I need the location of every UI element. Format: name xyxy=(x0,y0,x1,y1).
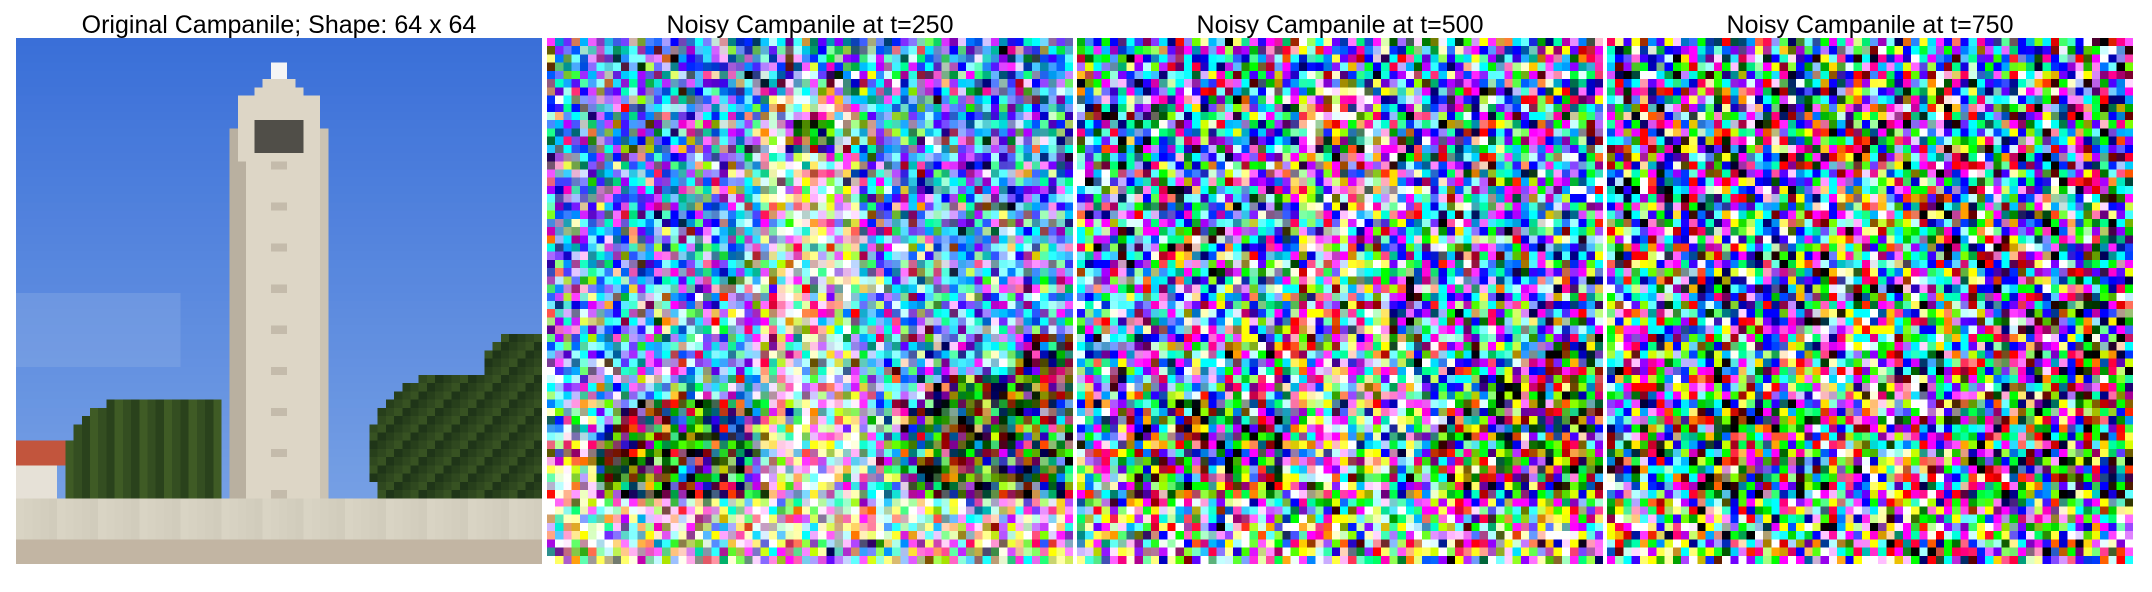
campanile-noisy-t750-image xyxy=(1607,38,2133,564)
panel-title: Noisy Campanile at t=250 xyxy=(666,11,954,39)
campanile-original-image xyxy=(16,38,542,564)
panel-noisy-t500: Noisy Campanile at t=500 xyxy=(1077,0,1603,592)
panel-original: Original Campanile; Shape: 64 x 64 xyxy=(16,0,542,592)
panel-noisy-t750: Noisy Campanile at t=750 xyxy=(1607,0,2133,592)
panel-title: Noisy Campanile at t=750 xyxy=(1726,11,2014,39)
panel-title: Original Campanile; Shape: 64 x 64 xyxy=(81,11,477,39)
panel-noisy-t250: Noisy Campanile at t=250 xyxy=(547,0,1073,592)
panel-title: Noisy Campanile at t=500 xyxy=(1196,11,1484,39)
campanile-noisy-t500-image xyxy=(1077,38,1603,564)
campanile-noisy-t250-image xyxy=(547,38,1073,564)
